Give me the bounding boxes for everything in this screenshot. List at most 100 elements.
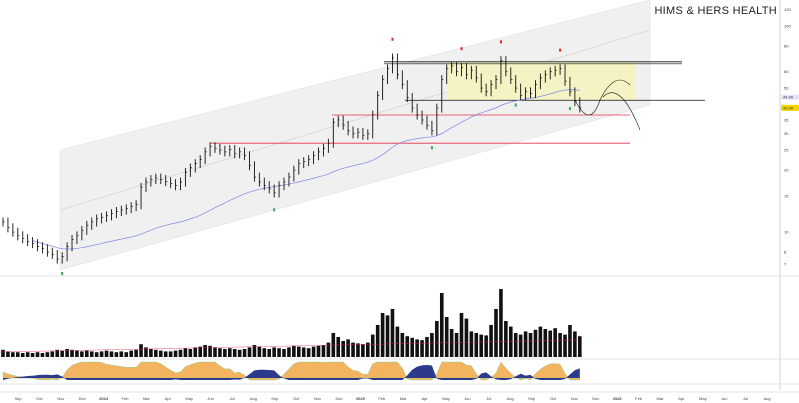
volume-bar bbox=[55, 349, 60, 357]
volume-bar bbox=[484, 335, 488, 357]
volume-bar bbox=[99, 351, 104, 357]
volume-bar bbox=[538, 326, 543, 357]
volume-bar bbox=[494, 309, 498, 357]
last-price-label: 40.08 bbox=[783, 105, 794, 110]
volume-bar bbox=[573, 331, 577, 357]
last-price-tag bbox=[781, 104, 799, 111]
x-tick-label: Nov bbox=[57, 396, 64, 401]
volume-bar bbox=[301, 347, 306, 357]
volume-bar bbox=[543, 329, 548, 357]
volume-bar bbox=[144, 347, 148, 357]
volume-bar bbox=[232, 349, 237, 357]
x-tick-label: Jun bbox=[207, 396, 213, 401]
x-tick-label: Aug bbox=[250, 396, 257, 401]
volume-bar bbox=[425, 337, 429, 357]
y-tick-label: 20 bbox=[784, 168, 789, 173]
volume-bar bbox=[435, 321, 439, 357]
volume-bar bbox=[454, 333, 459, 357]
volume-bar bbox=[6, 351, 10, 357]
y-tick-label: 35 bbox=[784, 117, 789, 122]
buy-marker bbox=[430, 146, 433, 150]
volume-bar bbox=[504, 321, 508, 357]
volume-bar bbox=[326, 342, 331, 357]
volume-bar bbox=[198, 346, 202, 357]
volume-bar bbox=[563, 334, 567, 357]
sell-marker bbox=[499, 40, 502, 44]
volume-bar bbox=[385, 315, 390, 357]
volume-bar bbox=[227, 348, 232, 357]
volume-bar bbox=[499, 289, 503, 357]
x-tick-label: Feb bbox=[122, 396, 130, 401]
volume-bar bbox=[50, 351, 55, 357]
volume-bar bbox=[287, 347, 291, 357]
volume-bar bbox=[257, 346, 262, 357]
volume-bar bbox=[415, 339, 419, 357]
volume-bar bbox=[321, 345, 326, 357]
x-tick-label: Jul bbox=[229, 396, 234, 401]
volume-bar bbox=[94, 352, 99, 357]
volume-bar bbox=[129, 350, 133, 357]
volume-bar bbox=[60, 350, 64, 357]
volume-bar bbox=[80, 351, 84, 357]
x-tick-label: Feb bbox=[378, 396, 386, 401]
projection-curve bbox=[602, 92, 641, 131]
volume-bar bbox=[513, 333, 518, 357]
volume-bar bbox=[341, 341, 345, 357]
volume-bar bbox=[65, 349, 69, 357]
volume-bar bbox=[114, 352, 119, 357]
x-tick-label: Aug bbox=[763, 396, 770, 401]
buy-marker bbox=[514, 103, 517, 107]
volume-bar bbox=[139, 344, 143, 357]
x-tick-label: Sep bbox=[14, 396, 22, 401]
chart-title: HIMS & HERS HEALTH bbox=[654, 5, 777, 17]
x-tick-label: 2026 bbox=[613, 396, 623, 401]
volume-bar bbox=[183, 348, 188, 357]
volume-bar bbox=[267, 349, 272, 357]
volume-bar bbox=[89, 351, 94, 357]
volume-bar bbox=[218, 348, 222, 357]
y-tick-label: 60 bbox=[784, 69, 789, 74]
y-tick-label: 25 bbox=[784, 148, 789, 153]
volume-bar bbox=[75, 350, 79, 357]
volume-bar bbox=[395, 326, 400, 357]
volume-bar bbox=[533, 329, 538, 357]
buy-marker bbox=[61, 272, 64, 276]
volume-bar bbox=[168, 351, 173, 357]
x-tick-label: Dec bbox=[592, 396, 599, 401]
volume-bar bbox=[474, 333, 479, 357]
x-tick-label: 2025 bbox=[356, 396, 366, 401]
volume-bar bbox=[444, 317, 449, 357]
volume-bar bbox=[173, 350, 178, 357]
volume-bar bbox=[410, 337, 414, 357]
volume-bar bbox=[375, 325, 380, 357]
volume-bar bbox=[311, 346, 316, 357]
volume-bar bbox=[390, 309, 395, 357]
volume-bar bbox=[70, 349, 74, 357]
volume-bar bbox=[134, 349, 138, 357]
ma-line bbox=[32, 89, 580, 250]
x-tick-label: Apr bbox=[421, 396, 428, 401]
x-tick-label: Apr bbox=[165, 396, 172, 401]
ma-value-label: 44.90 bbox=[783, 95, 794, 100]
ma-value-tag bbox=[781, 94, 799, 100]
volume-bar bbox=[272, 347, 276, 357]
x-tick-label: Aug bbox=[507, 396, 514, 401]
projection-curves bbox=[574, 79, 641, 131]
projection-curve bbox=[574, 79, 631, 116]
volume-bar bbox=[223, 349, 227, 357]
x-tick-label: Sep bbox=[528, 396, 536, 401]
volume-bar bbox=[449, 329, 454, 357]
volume-bar bbox=[20, 353, 25, 357]
volume-bar bbox=[548, 330, 553, 357]
volume-bar bbox=[109, 351, 114, 357]
volume-bar bbox=[420, 340, 424, 357]
volume-bar bbox=[380, 313, 385, 357]
indicator-panel bbox=[2, 361, 581, 381]
volume-bar bbox=[508, 326, 513, 357]
x-tick-label: 2024 bbox=[99, 396, 109, 401]
volume-bar bbox=[208, 345, 212, 357]
x-tick-label: May bbox=[699, 396, 707, 401]
consolidation-zone bbox=[447, 61, 635, 101]
volume-bar bbox=[178, 349, 183, 357]
